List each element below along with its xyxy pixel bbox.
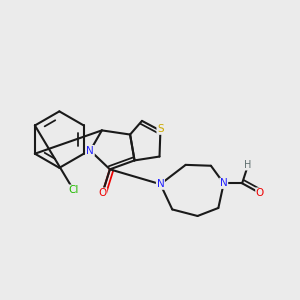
Text: N: N bbox=[86, 146, 94, 156]
Text: Cl: Cl bbox=[68, 185, 79, 195]
Text: O: O bbox=[98, 188, 106, 198]
Text: N: N bbox=[157, 179, 164, 189]
Text: O: O bbox=[256, 188, 264, 198]
Text: S: S bbox=[157, 124, 164, 134]
Text: N: N bbox=[220, 178, 228, 188]
Text: H: H bbox=[244, 160, 252, 170]
